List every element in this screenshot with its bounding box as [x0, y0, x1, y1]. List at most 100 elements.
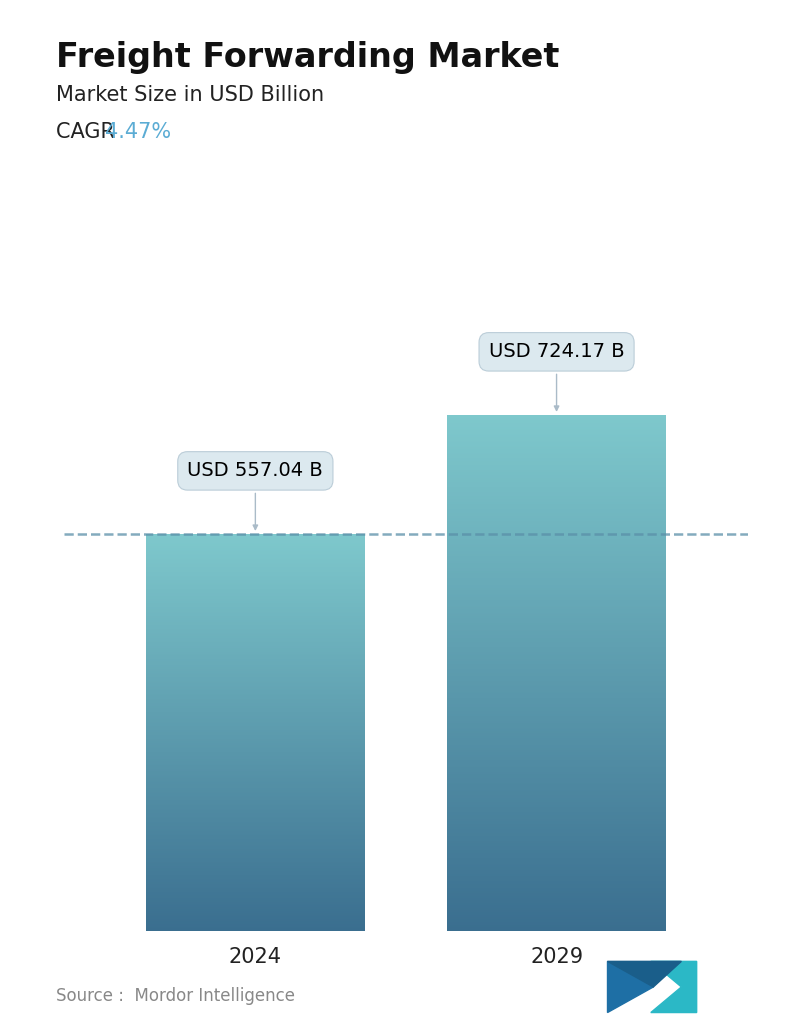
Bar — [146, 576, 365, 577]
Bar — [146, 856, 365, 858]
Bar — [447, 590, 666, 591]
Bar — [146, 643, 365, 645]
Bar — [447, 511, 666, 513]
Bar — [447, 438, 666, 440]
Bar — [146, 840, 365, 841]
Bar — [146, 596, 365, 598]
Bar — [447, 728, 666, 729]
Bar — [447, 719, 666, 721]
Bar — [447, 645, 666, 647]
Bar — [447, 523, 666, 525]
Bar — [447, 586, 666, 588]
Bar — [146, 647, 365, 649]
Bar — [447, 459, 666, 461]
Bar — [146, 736, 365, 737]
Bar — [447, 432, 666, 433]
Bar — [447, 769, 666, 770]
Bar — [146, 624, 365, 626]
Bar — [146, 842, 365, 844]
Bar — [146, 693, 365, 694]
Bar — [146, 904, 365, 906]
Bar — [447, 723, 666, 724]
Bar — [447, 427, 666, 428]
Bar — [146, 771, 365, 773]
Bar — [447, 814, 666, 816]
Bar — [146, 888, 365, 889]
Bar — [146, 913, 365, 915]
Bar — [447, 853, 666, 855]
Bar — [146, 753, 365, 755]
Bar — [447, 443, 666, 444]
Bar — [146, 876, 365, 878]
Bar — [447, 475, 666, 477]
Bar — [447, 466, 666, 468]
Bar — [447, 631, 666, 633]
Bar — [447, 912, 666, 913]
Bar — [447, 822, 666, 824]
Bar — [447, 463, 666, 464]
Bar — [447, 721, 666, 723]
Bar — [146, 726, 365, 727]
Bar — [447, 856, 666, 858]
Bar — [146, 699, 365, 700]
Bar — [146, 756, 365, 757]
Bar — [447, 923, 666, 925]
Bar — [146, 860, 365, 861]
Bar — [447, 764, 666, 765]
Bar — [146, 727, 365, 728]
Bar — [447, 485, 666, 487]
Bar — [146, 639, 365, 641]
Text: CAGR: CAGR — [56, 122, 121, 142]
Bar — [146, 586, 365, 588]
Bar — [447, 927, 666, 929]
Bar — [146, 858, 365, 859]
Bar — [447, 682, 666, 685]
Bar — [146, 625, 365, 627]
Bar — [447, 776, 666, 778]
Bar — [447, 552, 666, 554]
Bar — [146, 925, 365, 926]
Bar — [447, 915, 666, 917]
Bar — [447, 807, 666, 809]
Bar — [447, 417, 666, 418]
Bar — [447, 677, 666, 679]
Bar — [447, 698, 666, 700]
Bar — [447, 612, 666, 614]
Bar — [447, 487, 666, 489]
Bar — [146, 686, 365, 688]
Bar — [447, 702, 666, 703]
Bar — [447, 661, 666, 663]
Bar — [447, 585, 666, 586]
Bar — [447, 850, 666, 852]
Bar — [146, 882, 365, 883]
Bar — [146, 823, 365, 825]
Bar — [447, 571, 666, 573]
Bar — [146, 817, 365, 818]
Bar — [146, 594, 365, 595]
Bar — [146, 707, 365, 708]
Bar — [146, 832, 365, 834]
Bar — [447, 531, 666, 534]
Bar — [447, 602, 666, 604]
Bar — [447, 877, 666, 879]
Bar — [447, 830, 666, 832]
Bar — [146, 762, 365, 764]
Bar — [447, 809, 666, 811]
Bar — [447, 640, 666, 642]
Bar — [146, 761, 365, 763]
Bar — [447, 708, 666, 710]
Bar — [447, 657, 666, 659]
Bar — [447, 666, 666, 668]
Bar — [447, 518, 666, 520]
Text: Source :  Mordor Intelligence: Source : Mordor Intelligence — [56, 987, 295, 1005]
Bar — [146, 865, 365, 868]
Bar — [447, 778, 666, 780]
Bar — [447, 597, 666, 599]
Bar — [447, 762, 666, 764]
Bar — [447, 506, 666, 508]
Bar — [447, 713, 666, 716]
Bar — [146, 604, 365, 605]
Bar — [146, 698, 365, 699]
Bar — [447, 750, 666, 752]
Bar — [447, 641, 666, 643]
